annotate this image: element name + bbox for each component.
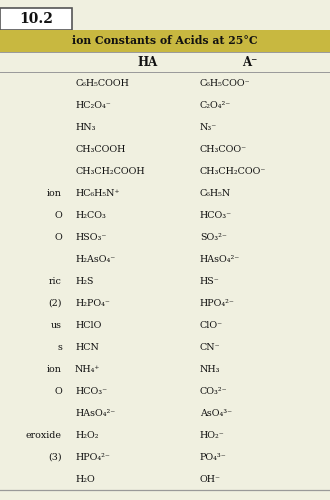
- Text: HPO₄²⁻: HPO₄²⁻: [200, 298, 235, 308]
- Text: HSO₃⁻: HSO₃⁻: [75, 232, 106, 241]
- Text: CH₃COOH: CH₃COOH: [75, 144, 125, 154]
- Text: O: O: [54, 210, 62, 220]
- Text: (2): (2): [49, 298, 62, 308]
- Text: us: us: [51, 320, 62, 330]
- Text: SO₃²⁻: SO₃²⁻: [200, 232, 227, 241]
- Text: C₂O₄²⁻: C₂O₄²⁻: [200, 100, 231, 110]
- Text: H₂O₂: H₂O₂: [75, 430, 98, 440]
- Text: ClO⁻: ClO⁻: [200, 320, 223, 330]
- Text: HAsO₄²⁻: HAsO₄²⁻: [200, 254, 240, 264]
- Text: OH⁻: OH⁻: [200, 474, 221, 484]
- Text: HO₂⁻: HO₂⁻: [200, 430, 225, 440]
- Text: C₆H₅COO⁻: C₆H₅COO⁻: [200, 78, 250, 88]
- Text: HCO₃⁻: HCO₃⁻: [200, 210, 232, 220]
- Text: C₆H₅COOH: C₆H₅COOH: [75, 78, 129, 88]
- Text: H₂S: H₂S: [75, 276, 93, 285]
- Text: NH₃: NH₃: [200, 364, 220, 374]
- Text: H₂CO₃: H₂CO₃: [75, 210, 106, 220]
- Text: CO₃²⁻: CO₃²⁻: [200, 386, 228, 396]
- Text: A⁻: A⁻: [242, 56, 258, 68]
- Text: HPO₄²⁻: HPO₄²⁻: [75, 452, 110, 462]
- Text: 10.2: 10.2: [19, 12, 53, 26]
- Text: HCO₃⁻: HCO₃⁻: [75, 386, 107, 396]
- Text: HS⁻: HS⁻: [200, 276, 220, 285]
- Text: CH₃COO⁻: CH₃COO⁻: [200, 144, 247, 154]
- Text: HC₂O₄⁻: HC₂O₄⁻: [75, 100, 111, 110]
- Text: ric: ric: [49, 276, 62, 285]
- Text: C₆H₅N: C₆H₅N: [200, 188, 231, 198]
- Text: s: s: [57, 342, 62, 351]
- Text: AsO₄³⁻: AsO₄³⁻: [200, 408, 232, 418]
- Text: H₂AsO₄⁻: H₂AsO₄⁻: [75, 254, 115, 264]
- FancyBboxPatch shape: [0, 8, 72, 30]
- Text: (3): (3): [49, 452, 62, 462]
- Text: NH₄⁺: NH₄⁺: [75, 364, 100, 374]
- Text: N₃⁻: N₃⁻: [200, 122, 217, 132]
- Text: CN⁻: CN⁻: [200, 342, 221, 351]
- Text: ion Constants of Acids at 25°C: ion Constants of Acids at 25°C: [72, 36, 258, 46]
- Text: HC₆H₅N⁺: HC₆H₅N⁺: [75, 188, 119, 198]
- Text: HAsO₄²⁻: HAsO₄²⁻: [75, 408, 115, 418]
- Text: HN₃: HN₃: [75, 122, 95, 132]
- Text: CH₃CH₂COO⁻: CH₃CH₂COO⁻: [200, 166, 266, 175]
- Text: HA: HA: [138, 56, 158, 68]
- Text: O: O: [54, 232, 62, 241]
- FancyBboxPatch shape: [0, 30, 330, 52]
- Text: O: O: [54, 386, 62, 396]
- Text: CH₃CH₂COOH: CH₃CH₂COOH: [75, 166, 145, 175]
- Text: H₂PO₄⁻: H₂PO₄⁻: [75, 298, 110, 308]
- Text: HClO: HClO: [75, 320, 101, 330]
- Text: eroxide: eroxide: [26, 430, 62, 440]
- Text: ion: ion: [47, 188, 62, 198]
- Text: ion: ion: [47, 364, 62, 374]
- Text: H₂O: H₂O: [75, 474, 95, 484]
- Text: HCN: HCN: [75, 342, 99, 351]
- Text: PO₄³⁻: PO₄³⁻: [200, 452, 227, 462]
